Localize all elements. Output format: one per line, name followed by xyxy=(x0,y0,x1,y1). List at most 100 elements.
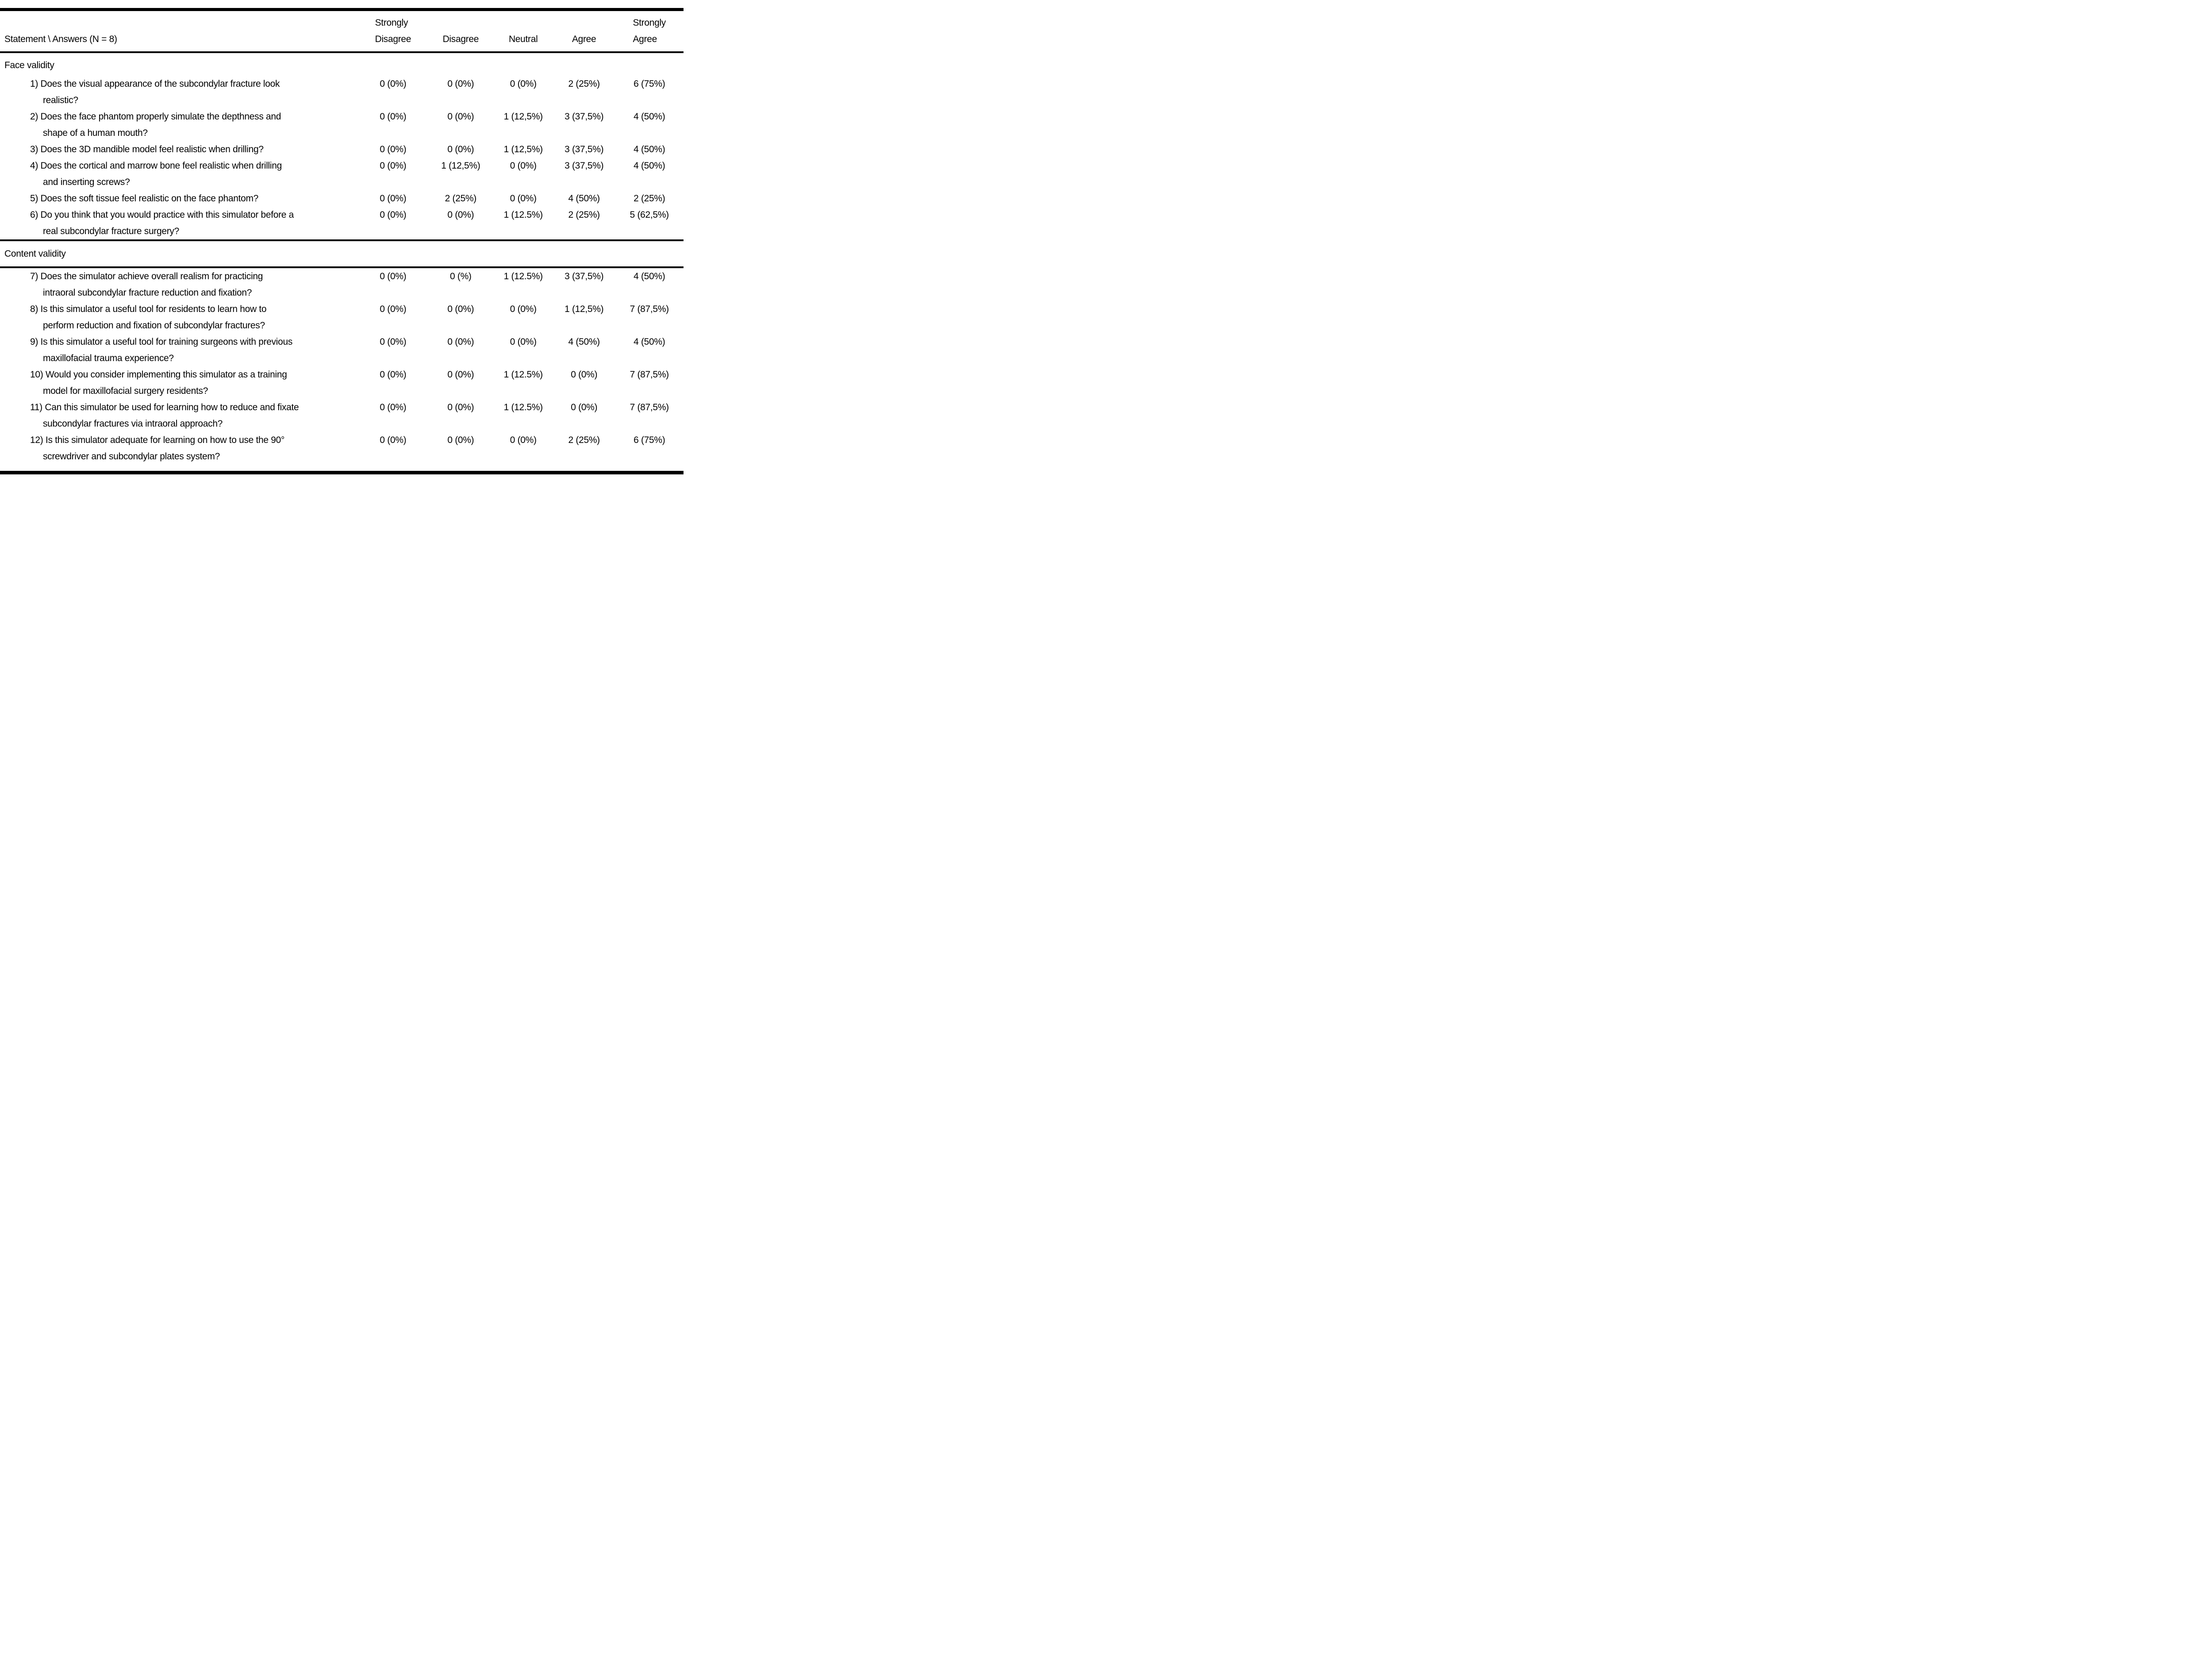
value-cell-agree: 2 (25%) xyxy=(568,210,600,220)
value-cell-disagree: 0 (0%) xyxy=(447,210,474,220)
question-row: 8) Is this simulator a useful tool for r… xyxy=(0,301,684,334)
value-cell-strongly-disagree: 0 (0%) xyxy=(380,337,407,347)
value-cell-strongly-agree: 6 (75%) xyxy=(634,79,665,89)
value-cell-neutral: 1 (12.5%) xyxy=(503,402,543,412)
statement-cell: 4) Does the cortical and marrow bone fee… xyxy=(30,161,282,187)
value-cell-strongly-disagree: 0 (0%) xyxy=(380,112,407,122)
value-cell-agree: 0 (0%) xyxy=(571,370,598,380)
value-cell-agree: 0 (0%) xyxy=(571,402,598,412)
value-cell-disagree: 0 (0%) xyxy=(447,144,474,154)
section-row: Face validity xyxy=(0,52,684,76)
value-cell-neutral: 0 (0%) xyxy=(510,435,537,445)
header-strongly-agree-label: Strongly Agree xyxy=(633,18,666,44)
value-cell-disagree: 0 (0%) xyxy=(447,370,474,380)
header-strongly-disagree: Strongly Disagree xyxy=(358,9,428,53)
section-row: Content validity xyxy=(0,239,684,268)
value-cell-strongly-disagree: 0 (0%) xyxy=(380,193,407,204)
table-header: Statement \ Answers (N = 8) Strongly Dis… xyxy=(0,9,684,53)
value-cell-neutral: 1 (12,5%) xyxy=(503,112,543,122)
value-cell-disagree: 1 (12,5%) xyxy=(441,161,480,171)
value-cell-neutral: 1 (12.5%) xyxy=(503,370,543,380)
header-row: Statement \ Answers (N = 8) Strongly Dis… xyxy=(0,9,684,53)
value-cell-strongly-disagree: 0 (0%) xyxy=(380,402,407,412)
question-row: 7) Does the simulator achieve overall re… xyxy=(0,267,684,301)
question-row: 9) Is this simulator a useful tool for t… xyxy=(0,334,684,366)
header-neutral-label: Neutral xyxy=(508,34,538,44)
statement-cell: 10) Would you consider implementing this… xyxy=(30,370,287,396)
value-cell-agree: 3 (37,5%) xyxy=(565,161,604,171)
value-cell-neutral: 0 (0%) xyxy=(510,161,537,171)
value-cell-disagree: 0 (0%) xyxy=(447,337,474,347)
value-cell-disagree: 0 (0%) xyxy=(447,435,474,445)
header-statement: Statement \ Answers (N = 8) xyxy=(0,9,358,53)
value-cell-strongly-disagree: 0 (0%) xyxy=(380,271,407,281)
value-cell-disagree: 2 (25%) xyxy=(445,193,477,204)
statement-cell: 3) Does the 3D mandible model feel reali… xyxy=(30,144,264,154)
value-cell-strongly-disagree: 0 (0%) xyxy=(380,79,407,89)
statement-cell: 8) Is this simulator a useful tool for r… xyxy=(30,304,267,331)
question-row: 10) Would you consider implementing this… xyxy=(0,366,684,399)
header-strongly-disagree-label: Strongly Disagree xyxy=(375,18,411,44)
question-row: 5) Does the soft tissue feel realistic o… xyxy=(0,190,684,207)
value-cell-strongly-disagree: 0 (0%) xyxy=(380,144,407,154)
section-title: Face validity xyxy=(4,60,54,70)
question-row: 4) Does the cortical and marrow bone fee… xyxy=(0,158,684,190)
question-row: 12) Is this simulator adequate for learn… xyxy=(0,432,684,473)
value-cell-strongly-agree: 6 (75%) xyxy=(634,435,665,445)
value-cell-disagree: 0 (0%) xyxy=(447,79,474,89)
value-cell-agree: 3 (37,5%) xyxy=(565,112,604,122)
value-cell-strongly-agree: 4 (50%) xyxy=(634,144,665,154)
survey-results-table: Statement \ Answers (N = 8) Strongly Dis… xyxy=(0,8,684,474)
value-cell-agree: 1 (12,5%) xyxy=(565,304,604,314)
table-body: Face validity 1) Does the visual appeara… xyxy=(0,52,684,473)
value-cell-agree: 3 (37,5%) xyxy=(565,144,604,154)
value-cell-strongly-disagree: 0 (0%) xyxy=(380,210,407,220)
value-cell-strongly-agree: 4 (50%) xyxy=(634,337,665,347)
value-cell-disagree: 0 (%) xyxy=(450,271,472,281)
header-disagree-label: Disagree xyxy=(442,34,479,44)
value-cell-neutral: 1 (12,5%) xyxy=(503,144,543,154)
value-cell-neutral: 0 (0%) xyxy=(510,337,537,347)
question-row: 11) Can this simulator be used for learn… xyxy=(0,399,684,432)
value-cell-strongly-agree: 4 (50%) xyxy=(634,271,665,281)
value-cell-strongly-disagree: 0 (0%) xyxy=(380,304,407,314)
value-cell-strongly-agree: 7 (87,5%) xyxy=(630,370,669,380)
statement-cell: 5) Does the soft tissue feel realistic o… xyxy=(30,193,259,204)
value-cell-disagree: 0 (0%) xyxy=(447,112,474,122)
statement-cell: 11) Can this simulator be used for learn… xyxy=(30,402,299,429)
value-cell-agree: 2 (25%) xyxy=(568,435,600,445)
statement-cell: 9) Is this simulator a useful tool for t… xyxy=(30,337,293,363)
value-cell-strongly-agree: 7 (87,5%) xyxy=(630,304,669,314)
value-cell-neutral: 0 (0%) xyxy=(510,79,537,89)
header-neutral: Neutral xyxy=(493,9,553,53)
value-cell-neutral: 0 (0%) xyxy=(510,304,537,314)
value-cell-agree: 4 (50%) xyxy=(568,337,600,347)
value-cell-strongly-agree: 2 (25%) xyxy=(634,193,665,204)
statement-cell: 12) Is this simulator adequate for learn… xyxy=(30,435,285,462)
header-disagree: Disagree xyxy=(428,9,494,53)
value-cell-disagree: 0 (0%) xyxy=(447,304,474,314)
value-cell-disagree: 0 (0%) xyxy=(447,402,474,412)
value-cell-strongly-disagree: 0 (0%) xyxy=(380,161,407,171)
value-cell-strongly-agree: 7 (87,5%) xyxy=(630,402,669,412)
value-cell-agree: 4 (50%) xyxy=(568,193,600,204)
question-row: 3) Does the 3D mandible model feel reali… xyxy=(0,141,684,158)
value-cell-strongly-agree: 5 (62,5%) xyxy=(630,210,669,220)
section-title: Content validity xyxy=(0,239,684,268)
value-cell-strongly-disagree: 0 (0%) xyxy=(380,370,407,380)
value-cell-agree: 3 (37,5%) xyxy=(565,271,604,281)
value-cell-strongly-agree: 4 (50%) xyxy=(634,161,665,171)
question-row: 1) Does the visual appearance of the sub… xyxy=(0,76,684,108)
statement-cell: 1) Does the visual appearance of the sub… xyxy=(30,79,280,105)
statement-cell: 6) Do you think that you would practice … xyxy=(30,210,294,236)
value-cell-strongly-agree: 4 (50%) xyxy=(634,112,665,122)
header-agree: Agree xyxy=(553,9,615,53)
question-row: 6) Do you think that you would practice … xyxy=(0,207,684,240)
value-cell-agree: 2 (25%) xyxy=(568,79,600,89)
header-agree-label: Agree xyxy=(572,34,596,44)
header-strongly-agree: Strongly Agree xyxy=(615,9,684,53)
value-cell-strongly-disagree: 0 (0%) xyxy=(380,435,407,445)
value-cell-neutral: 1 (12.5%) xyxy=(503,210,543,220)
value-cell-neutral: 0 (0%) xyxy=(510,193,537,204)
statement-cell: 2) Does the face phantom properly simula… xyxy=(30,112,281,138)
